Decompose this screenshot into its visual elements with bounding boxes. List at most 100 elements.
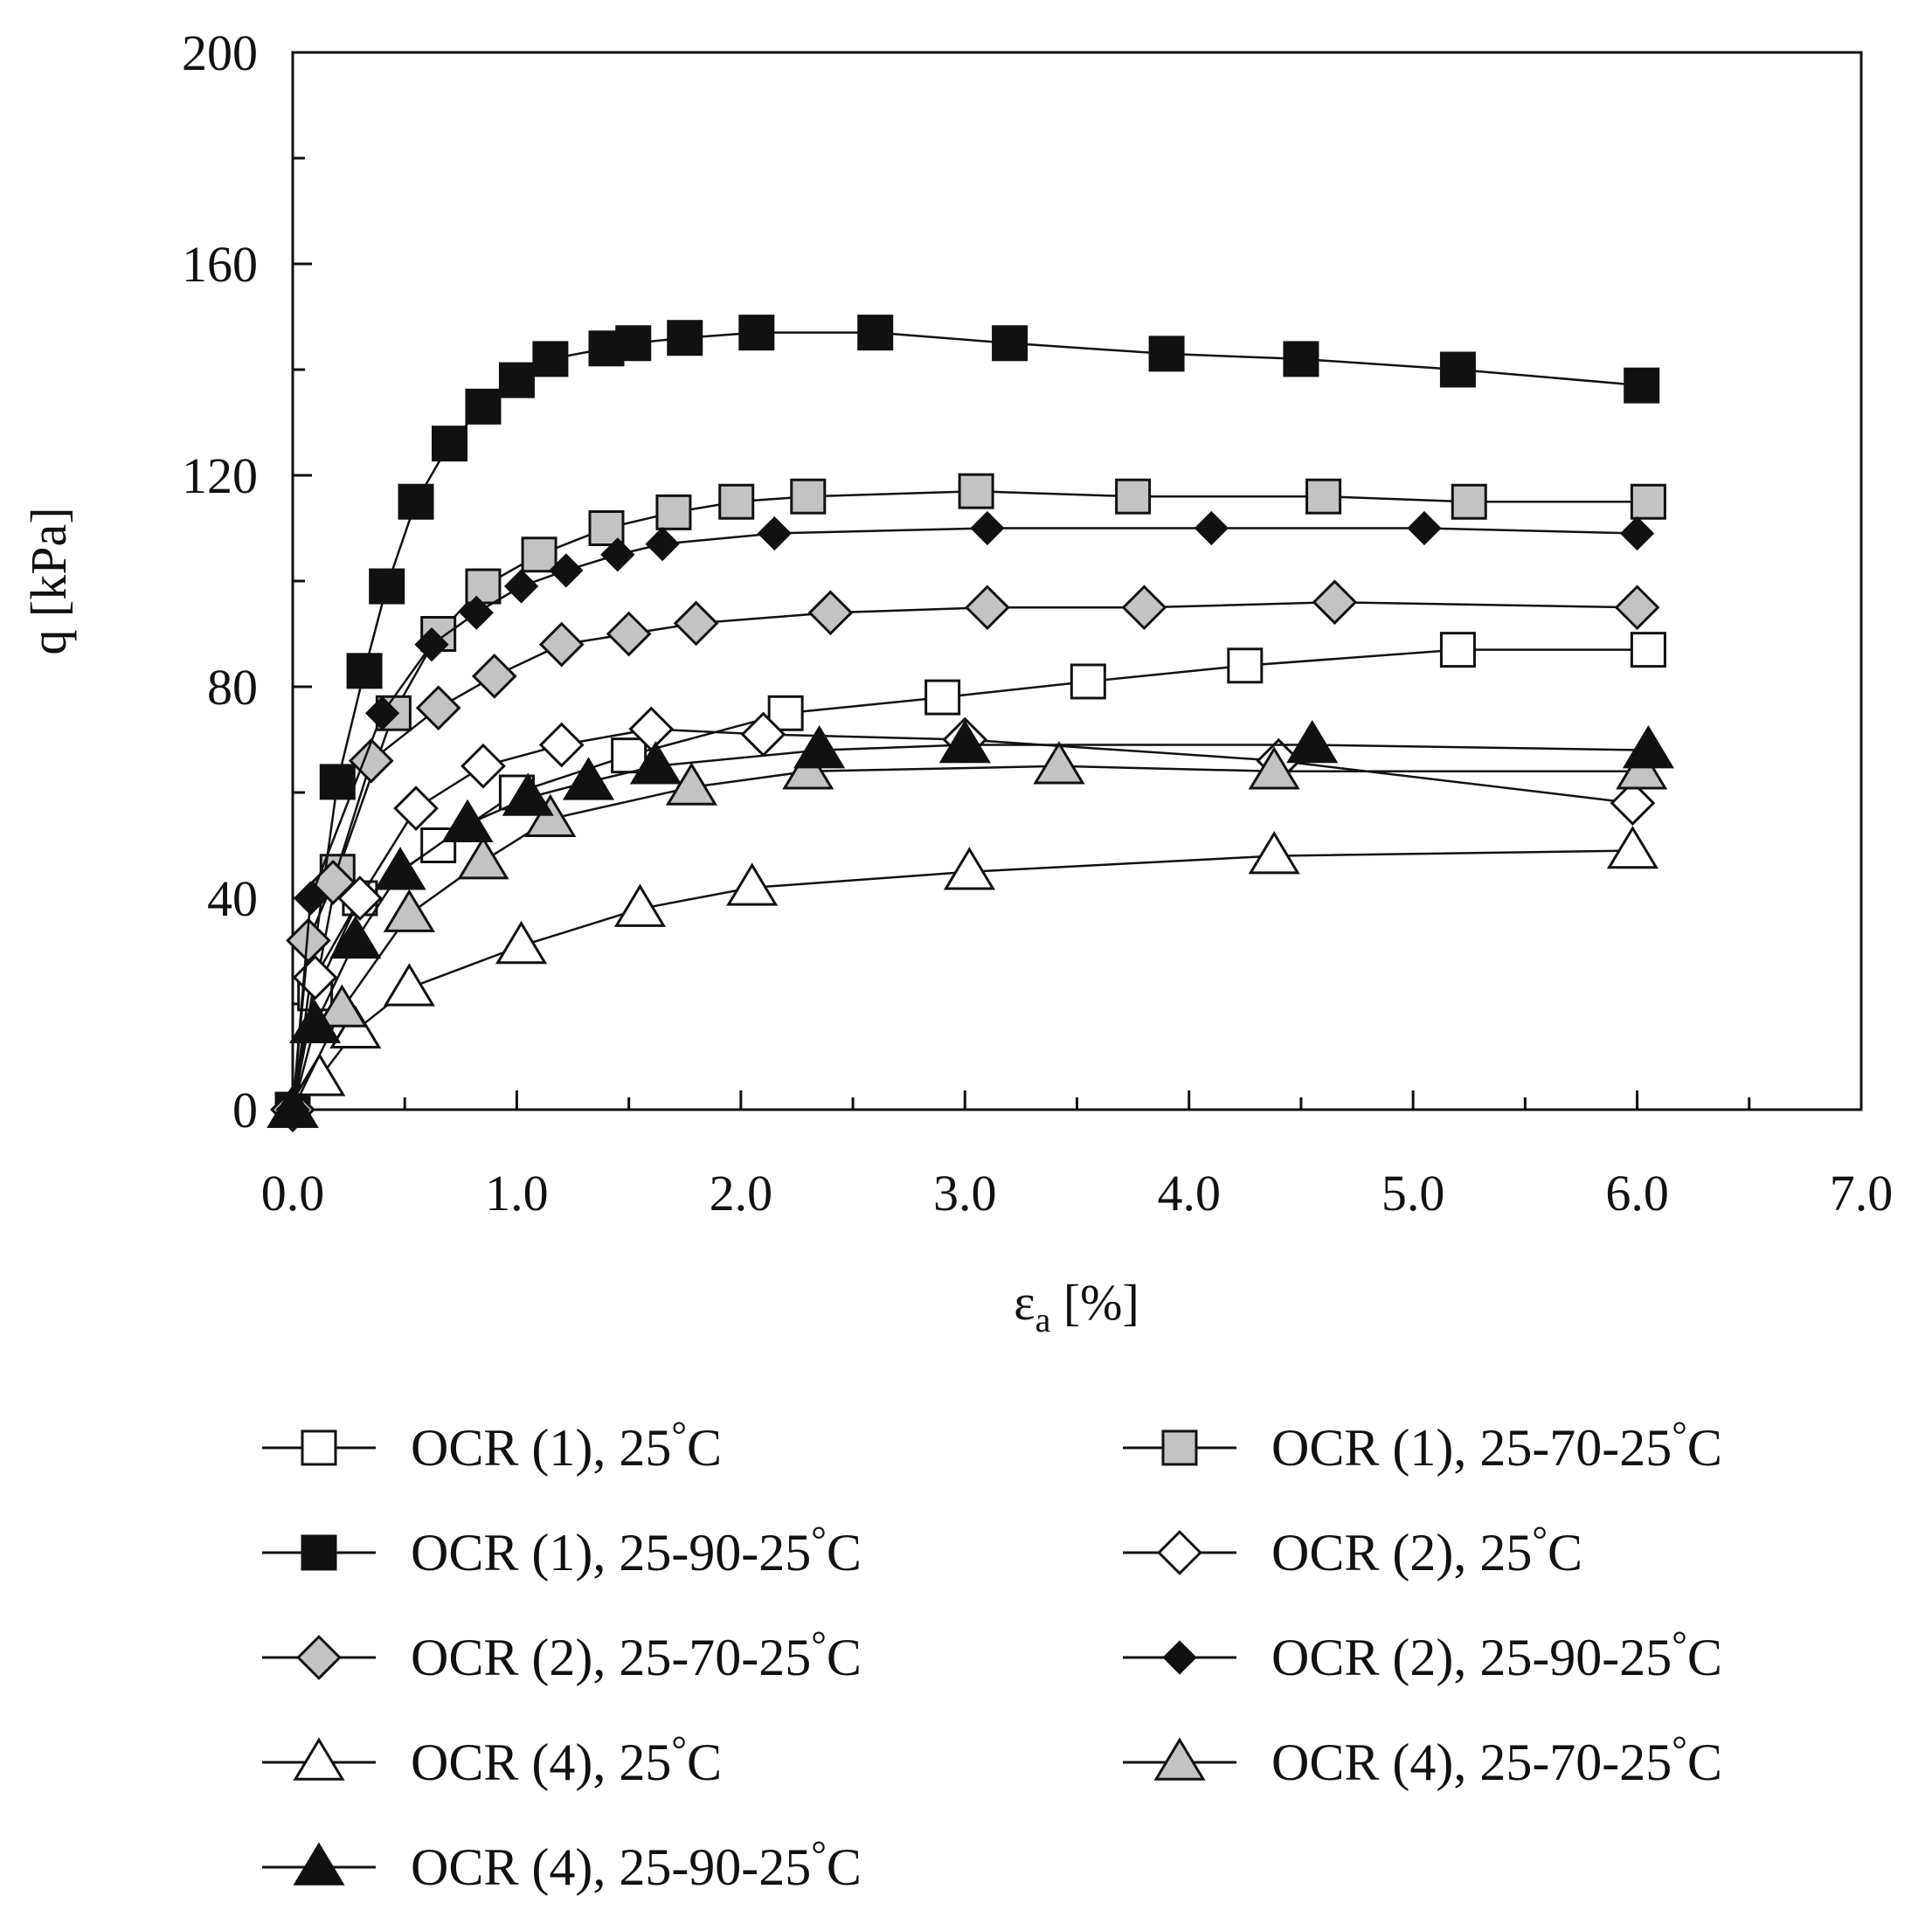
data-point	[549, 553, 584, 588]
legend-label: OCR (1), 25°C	[411, 1414, 722, 1477]
data-point	[503, 569, 539, 604]
data-point	[790, 478, 827, 515]
x-tick-label: 1.0	[485, 1165, 549, 1221]
celsius-unit: C	[827, 1524, 862, 1581]
data-point	[414, 626, 449, 662]
data-point	[502, 772, 554, 816]
data-point	[495, 920, 548, 965]
data-point	[465, 568, 502, 605]
data-point	[655, 494, 692, 530]
data-point	[645, 527, 680, 562]
degree-symbol: °	[1672, 1728, 1687, 1771]
legend-label-text: OCR (1), 25	[411, 1419, 671, 1477]
x-tick-label: 0.0	[261, 1165, 325, 1221]
data-point	[465, 388, 502, 425]
y-axis-title: q [kPa]	[20, 507, 77, 654]
data-point	[415, 685, 461, 731]
data-point	[1033, 741, 1085, 785]
data-point	[294, 1053, 346, 1097]
data-point	[938, 719, 991, 764]
celsius-unit: C	[687, 1419, 722, 1477]
data-point	[1622, 725, 1674, 769]
data-point	[471, 654, 517, 699]
data-point	[393, 785, 439, 832]
legend-label-text: OCR (2), 25	[1271, 1524, 1532, 1581]
legend-item: OCR (2), 25-90-25°C	[1123, 1623, 1722, 1686]
legend-item: OCR (2), 25-70-25°C	[262, 1623, 862, 1686]
degree-symbol: °	[1672, 1623, 1687, 1666]
legend-item: OCR (1), 25°C	[262, 1414, 722, 1477]
series-line	[291, 765, 1642, 1111]
data-point	[1619, 516, 1655, 551]
data-point	[348, 737, 394, 784]
data-point	[767, 695, 804, 731]
data-point	[1614, 585, 1660, 631]
data-point	[267, 1084, 319, 1128]
data-point	[1407, 510, 1442, 546]
y-tick-label: 200	[182, 24, 258, 81]
celsius-unit: C	[827, 1629, 862, 1686]
data-point	[970, 510, 1005, 546]
data-point	[665, 762, 718, 806]
data-point	[1630, 632, 1666, 668]
data-point	[432, 426, 467, 462]
data-point	[1115, 478, 1152, 515]
data-point	[726, 862, 779, 906]
data-point	[374, 847, 426, 890]
y-tick-label: 0	[232, 1082, 258, 1138]
data-point	[498, 362, 535, 398]
data-point	[1610, 780, 1656, 826]
x-axis-title-unit: [%]	[1050, 1274, 1139, 1331]
degree-symbol: °	[671, 1728, 687, 1771]
plot-area: 0.0 1.0 2.0 3.0 4.0 5.0 6.0 7.0 0 40 80 120 160 200	[182, 24, 1893, 1221]
legend-item: OCR (2), 25°C	[1123, 1519, 1582, 1581]
data-point	[460, 743, 506, 789]
celsius-unit: C	[1687, 1419, 1722, 1477]
x-tick-label: 4.0	[1157, 1165, 1221, 1221]
data-point	[538, 722, 585, 768]
y-tick-label: 120	[182, 447, 258, 504]
series-line	[291, 728, 1633, 1111]
data-point	[459, 595, 494, 630]
legend-marker	[1153, 1737, 1206, 1781]
data-point	[667, 320, 703, 356]
data-point	[965, 585, 1010, 631]
legend-item: OCR (4), 25-90-25°C	[262, 1833, 862, 1896]
data-point	[992, 325, 1028, 362]
data-point	[441, 799, 494, 843]
data-point	[606, 611, 652, 657]
data-point	[286, 917, 331, 964]
legend-label-text: OCR (2), 25-70-25	[411, 1629, 811, 1686]
legend-label: OCR (1), 25-90-25°C	[411, 1519, 862, 1581]
y-tick-label: 40	[207, 870, 258, 927]
legend-label-text: OCR (4), 25	[411, 1734, 671, 1791]
data-point	[757, 516, 792, 551]
data-point	[319, 764, 356, 800]
data-point	[1283, 341, 1319, 377]
data-point	[600, 537, 635, 572]
data-point	[1148, 336, 1185, 372]
degree-symbol: °	[1672, 1414, 1687, 1457]
legend-label: OCR (2), 25-90-25°C	[1271, 1623, 1722, 1686]
data-point	[521, 536, 557, 573]
x-tick-label: 6.0	[1605, 1165, 1669, 1221]
data-point	[1439, 632, 1476, 668]
degree-symbol: °	[811, 1833, 827, 1876]
legend-marker	[1162, 1640, 1197, 1675]
series-9	[267, 719, 1674, 1128]
y-tick-label: 80	[207, 659, 258, 716]
data-point	[383, 963, 435, 1007]
data-point	[532, 341, 569, 377]
legend-item: OCR (1), 25-70-25°C	[1123, 1414, 1722, 1477]
data-point	[1630, 483, 1666, 520]
degree-symbol: °	[671, 1414, 687, 1457]
legend-label: OCR (1), 25-70-25°C	[1271, 1414, 1722, 1477]
data-point	[538, 621, 585, 668]
data-point	[293, 881, 329, 916]
series-2	[274, 473, 1666, 1128]
data-point	[924, 679, 961, 716]
data-point	[398, 483, 434, 520]
data-point	[615, 325, 652, 362]
legend-marker	[1157, 1530, 1202, 1575]
